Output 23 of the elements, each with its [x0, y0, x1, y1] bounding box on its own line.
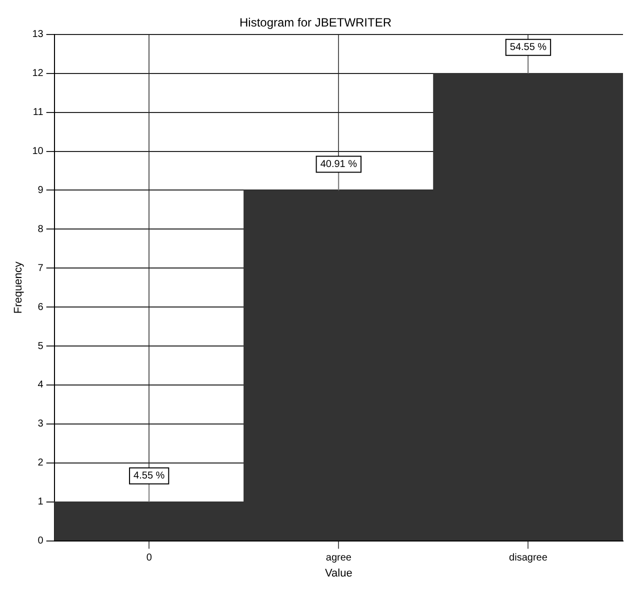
- y-tick-label: 10: [32, 146, 44, 158]
- chart-title: Histogram for JBETWRITER: [239, 16, 392, 30]
- y-tick-label: 8: [38, 224, 44, 235]
- x-tick-label: disagree: [509, 552, 548, 564]
- x-tick-label: agree: [326, 552, 352, 564]
- y-tick-label: 3: [38, 418, 44, 430]
- y-tick-label: 13: [32, 29, 44, 40]
- y-tick-label: 5: [38, 340, 44, 352]
- y-tick-label: 4: [38, 380, 44, 391]
- y-tick-label: 7: [38, 262, 44, 274]
- y-axis-title: Frequency: [12, 261, 25, 314]
- y-tick-label: 9: [38, 184, 44, 196]
- annotation: 40.91 %: [320, 158, 358, 170]
- annotation: 54.55 %: [510, 42, 547, 54]
- y-tick-label: 1: [38, 496, 44, 508]
- y-tick-label: 11: [32, 107, 44, 118]
- y-tick-label: 0: [38, 536, 44, 547]
- y-tick-label: 6: [38, 302, 44, 313]
- y-tick-label: 2: [38, 458, 44, 469]
- y-tick-label: 12: [32, 68, 44, 80]
- x-axis-title: Value: [324, 567, 352, 580]
- annotation: 4.55 %: [134, 470, 165, 482]
- x-tick-label: 0: [146, 552, 152, 564]
